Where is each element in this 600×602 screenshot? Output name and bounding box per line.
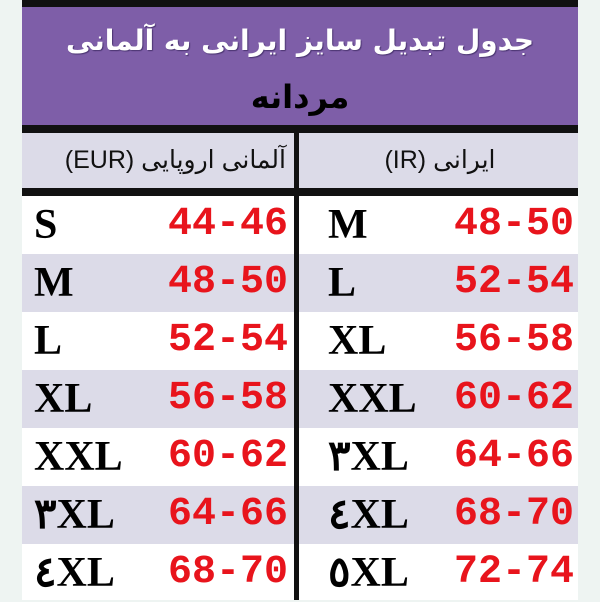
header-eur: آلمانی اروپایی (EUR) [64, 146, 286, 174]
eur-size: S [34, 202, 58, 248]
header-ir: ایرانی (IR) [384, 146, 496, 174]
size-chart: جدول تبدیل سایز ایرانی به آلمانی مردانه … [22, 0, 578, 600]
ir-range: 64-66 [453, 434, 574, 479]
ir-size: ٣XL [328, 434, 409, 480]
eur-range: 60-62 [167, 434, 288, 479]
table-row: L 52-54 XL 56-58 [22, 312, 578, 370]
ir-size: XXL [328, 376, 417, 422]
ir-size: ٤XL [328, 492, 409, 538]
divider [22, 125, 578, 133]
column-divider [294, 133, 299, 600]
table-row: S 44-46 M 48-50 [22, 196, 578, 254]
eur-range: 64-66 [167, 492, 288, 537]
ir-range: 72-74 [453, 550, 574, 595]
ir-size: M [328, 202, 368, 248]
eur-range: 44-46 [167, 202, 288, 247]
eur-range: 68-70 [167, 550, 288, 595]
eur-range: 52-54 [167, 318, 288, 363]
ir-range: 52-54 [453, 260, 574, 305]
eur-size: ٤XL [34, 550, 115, 596]
ir-range: 48-50 [453, 202, 574, 247]
divider [22, 188, 578, 196]
table-row: XXL 60-62 ٣XL 64-66 [22, 428, 578, 486]
eur-size: ٣XL [34, 492, 115, 538]
top-border [22, 0, 578, 7]
ir-range: 60-62 [453, 376, 574, 421]
eur-size: XXL [34, 434, 123, 480]
table-row: XL 56-58 XXL 60-62 [22, 370, 578, 428]
table-row: ٤XL 68-70 ٥XL 72-74 [22, 544, 578, 602]
table-row: ٣XL 64-66 ٤XL 68-70 [22, 486, 578, 544]
ir-range: 68-70 [453, 492, 574, 537]
header-row: آلمانی اروپایی (EUR) ایرانی (IR) [22, 133, 578, 188]
eur-range: 48-50 [167, 260, 288, 305]
eur-range: 56-58 [167, 376, 288, 421]
eur-size: XL [34, 376, 93, 422]
ir-range: 56-58 [453, 318, 574, 363]
chart-subtitle: مردانه [250, 78, 350, 116]
ir-size: L [328, 260, 357, 306]
ir-size: ٥XL [328, 550, 409, 596]
eur-size: L [34, 318, 63, 364]
table-row: M 48-50 L 52-54 [22, 254, 578, 312]
ir-size: XL [328, 318, 387, 364]
chart-title: جدول تبدیل سایز ایرانی به آلمانی [65, 24, 535, 57]
eur-size: M [34, 260, 74, 306]
title-band: جدول تبدیل سایز ایرانی به آلمانی مردانه [22, 7, 578, 125]
